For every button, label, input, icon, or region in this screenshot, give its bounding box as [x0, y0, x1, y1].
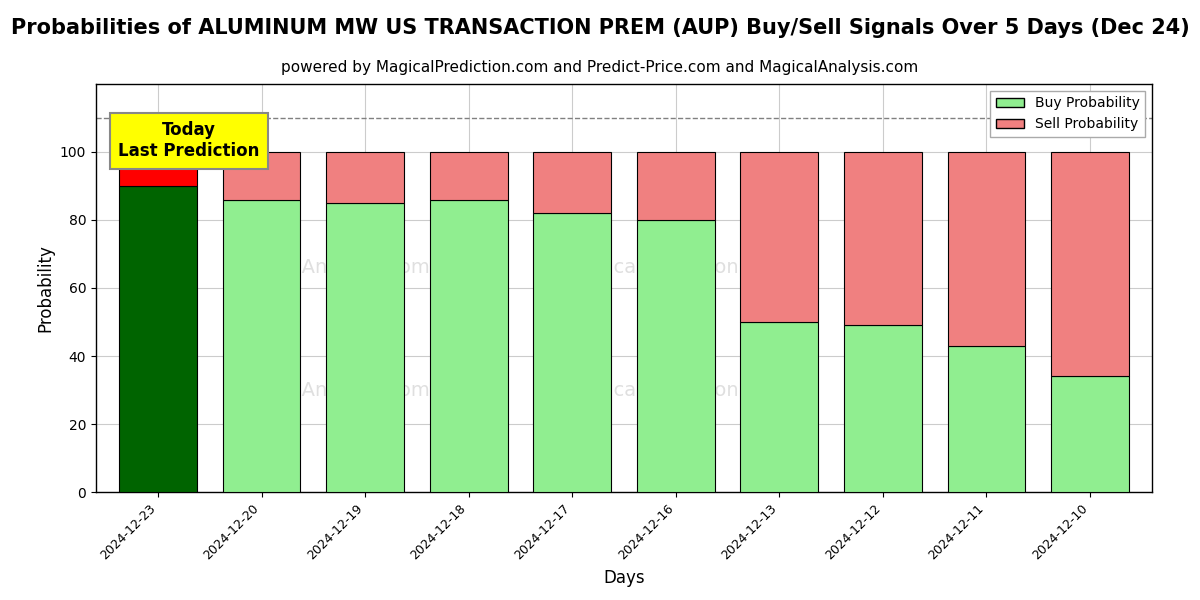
Bar: [430, 152, 508, 200]
Text: Today
Last Prediction: Today Last Prediction: [119, 121, 260, 160]
Text: Probabilities of ALUMINUM MW US TRANSACTION PREM (AUP) Buy/Sell Signals Over 5 D: Probabilities of ALUMINUM MW US TRANSACT…: [11, 18, 1189, 38]
Bar: [844, 325, 922, 492]
Text: powered by MagicalPrediction.com and Predict-Price.com and MagicalAnalysis.com: powered by MagicalPrediction.com and Pre…: [281, 60, 919, 75]
Bar: [119, 186, 197, 492]
Bar: [1051, 152, 1129, 376]
Bar: [637, 220, 714, 492]
Bar: [534, 152, 611, 213]
Legend: Buy Probability, Sell Probability: Buy Probability, Sell Probability: [990, 91, 1145, 137]
Text: MagicalAnalysis.com: MagicalAnalysis.com: [227, 380, 430, 400]
Y-axis label: Probability: Probability: [36, 244, 54, 332]
Bar: [326, 152, 404, 203]
Bar: [948, 152, 1025, 346]
Bar: [223, 152, 300, 200]
Bar: [948, 346, 1025, 492]
X-axis label: Days: Days: [604, 569, 644, 587]
Text: MagicalPrediction.com: MagicalPrediction.com: [568, 380, 786, 400]
Bar: [430, 200, 508, 492]
Text: MagicalAnalysis.com: MagicalAnalysis.com: [227, 258, 430, 277]
Bar: [1051, 376, 1129, 492]
Bar: [326, 203, 404, 492]
Text: MagicalPrediction.com: MagicalPrediction.com: [568, 258, 786, 277]
Bar: [740, 322, 818, 492]
Bar: [844, 152, 922, 325]
Bar: [223, 200, 300, 492]
Bar: [119, 152, 197, 186]
Bar: [637, 152, 714, 220]
Bar: [740, 152, 818, 322]
Bar: [534, 213, 611, 492]
